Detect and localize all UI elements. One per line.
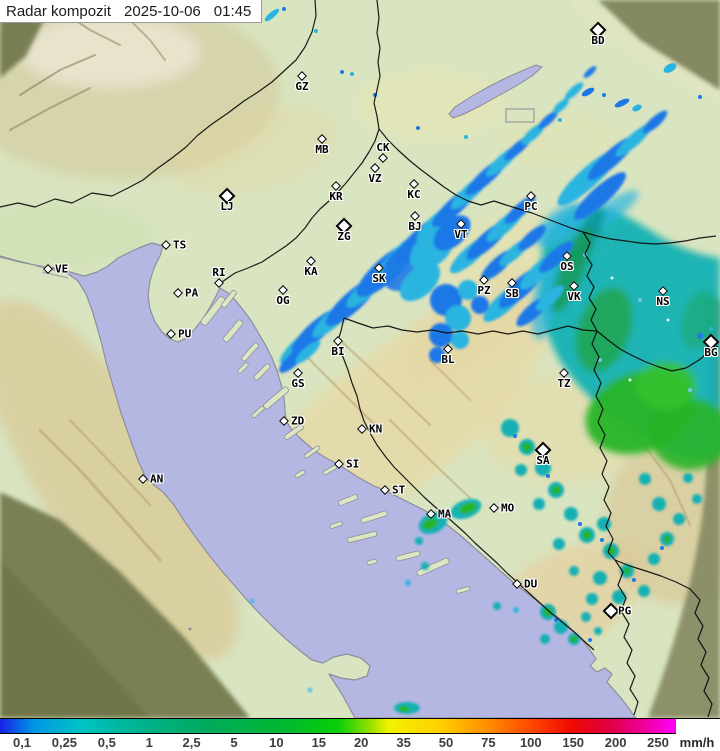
city-layer: GZ BD MB CK VZ KR KC PC LJ BJ VT ZG TS OS KA VE SK RI VK PZ… [43, 21, 720, 620]
diamond-icon [602, 602, 620, 620]
city-label: KN [369, 422, 383, 436]
coverage-fringe [570, 0, 720, 98]
city-label: MA [438, 507, 452, 521]
city-label: ZG [337, 230, 351, 243]
legend-label: 10 [269, 735, 284, 750]
city-label: MB [315, 143, 329, 156]
city-label: PZ [477, 284, 491, 297]
city-label: PA [185, 286, 199, 300]
city-label: PG [618, 604, 632, 618]
diamond-icon [138, 474, 148, 484]
out-of-coverage [0, 0, 720, 718]
legend-label: 1 [145, 735, 153, 750]
city-label: BJ [408, 220, 422, 233]
legend-unit: mm/h [679, 735, 715, 750]
diamond-icon [378, 153, 388, 163]
diamond-icon [357, 424, 367, 434]
diamond-icon [512, 579, 522, 589]
city-label: LJ [220, 200, 234, 213]
city-label: VZ [368, 172, 382, 185]
city-label: SB [505, 287, 519, 300]
diamond-icon [166, 329, 176, 339]
city-label: VT [454, 228, 468, 241]
legend-label: 0,25 [51, 735, 78, 750]
city-label: MO [501, 501, 515, 515]
city-label: BI [331, 345, 345, 358]
city-label: NS [656, 295, 670, 308]
radar-map: GZ BD MB CK VZ KR KC PC LJ BJ VT ZG TS OS KA VE SK RI VK PZ… [0, 0, 720, 718]
legend-label: 35 [396, 735, 411, 750]
map-title: Radar kompozit [6, 2, 112, 20]
legend-label: 20 [353, 735, 369, 750]
diamond-icon [43, 264, 53, 274]
city-label: GS [291, 377, 305, 390]
legend-label: 250 [647, 735, 669, 750]
city-label: TZ [557, 377, 571, 390]
legend-label: 150 [562, 735, 585, 750]
city-label: ST [392, 483, 406, 497]
city-label: VK [567, 290, 581, 303]
map-date: 2025-10-06 [124, 2, 201, 20]
diamond-icon [334, 459, 344, 469]
diamond-icon [426, 509, 436, 519]
diamond-icon [489, 503, 499, 513]
city-label: PU [178, 327, 192, 341]
map-time: 01:45 [213, 2, 252, 20]
city-label: SA [536, 454, 550, 467]
city-label: SK [372, 272, 386, 285]
city-label: TS [173, 238, 187, 252]
legend-label: 0,1 [12, 735, 32, 750]
diamond-icon [173, 288, 183, 298]
city-label: GZ [295, 80, 309, 93]
city-label: BL [441, 353, 455, 366]
legend-label: 2,5 [182, 735, 201, 750]
city-label: VE [55, 262, 69, 276]
mountain-ridges [9, 9, 692, 562]
diamond-icon [380, 485, 390, 495]
diamond-icon [214, 278, 224, 288]
diamond-icon [279, 416, 289, 426]
islands [200, 289, 471, 594]
city-label: PC [524, 200, 538, 213]
legend-gradient-bar [0, 719, 676, 734]
city-label: RI [212, 266, 226, 279]
legend-label: 50 [438, 735, 454, 750]
legend-label: 75 [481, 735, 496, 750]
city-label: OS [560, 260, 574, 273]
city-label: KR [329, 190, 343, 203]
lake-balaton [448, 64, 543, 123]
city-label: BD [591, 34, 605, 47]
title-bar: Radar kompozit 2025-10-06 01:45 [0, 0, 263, 23]
intensity-legend: 0,1 0,25 0,5 1 2,5 5 10 15 20 35 50 75 100 150 200 250 … [0, 718, 720, 751]
city-label: DU [524, 577, 538, 591]
legend-label: 200 [604, 735, 627, 750]
city-label: AN [150, 472, 164, 486]
legend-label: 5 [230, 735, 238, 750]
legend-label: 0,5 [97, 735, 116, 750]
city-label: KA [304, 265, 318, 278]
city-label: KC [407, 188, 421, 201]
diamond-icon [161, 240, 171, 250]
legend-label: 100 [519, 735, 542, 750]
map-canvas [0, 0, 720, 718]
city-label: SI [346, 457, 360, 471]
city-label: BG [704, 346, 718, 359]
radar-echoes [250, 7, 720, 714]
city-label: OG [276, 294, 290, 307]
city-label: ZD [291, 414, 305, 428]
country-borders [0, 0, 719, 718]
legend-label: 15 [311, 735, 327, 750]
city-label: CK [376, 141, 390, 154]
